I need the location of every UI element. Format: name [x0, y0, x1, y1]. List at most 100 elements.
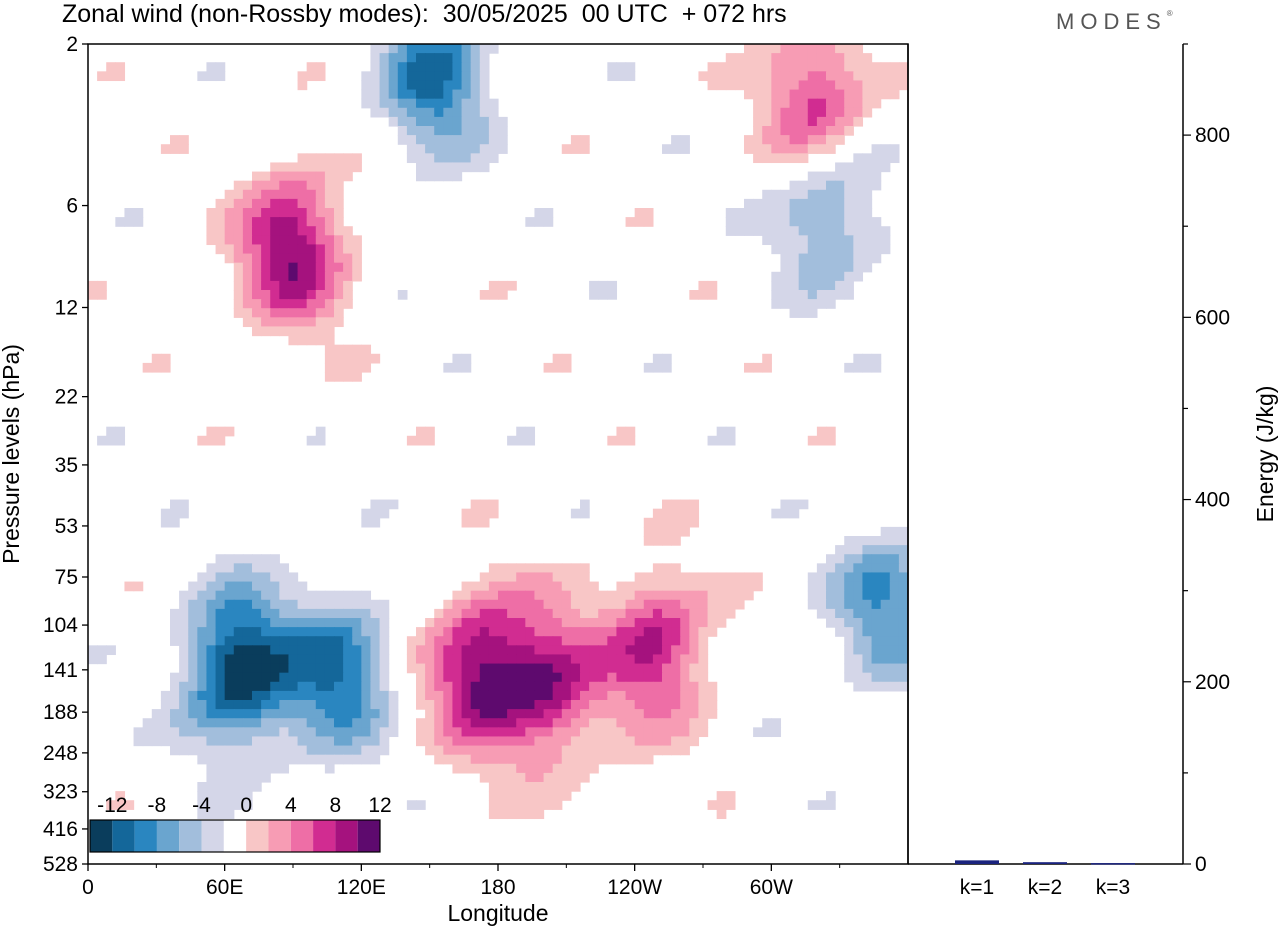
heatmap-cell: [862, 53, 873, 63]
heatmap-cell: [844, 536, 854, 546]
heatmap-cell: [498, 736, 508, 747]
heatmap-cell: [835, 198, 845, 209]
y-tick-label: 75: [55, 566, 78, 589]
heatmap-cell: [488, 563, 499, 574]
heatmap-cell: [452, 736, 463, 747]
heatmap-cell: [215, 208, 226, 218]
heatmap-cell: [643, 627, 654, 637]
heatmap-cell: [279, 709, 290, 719]
heatmap-cell: [525, 645, 536, 656]
heatmap-cell: [880, 654, 891, 665]
heatmap-cell: [844, 126, 854, 136]
heatmap-cell: [643, 581, 654, 592]
heatmap-cell: [315, 599, 326, 610]
heatmap-cell: [443, 171, 454, 182]
heatmap-cell: [233, 563, 244, 574]
heatmap-cell: [479, 581, 490, 592]
heatmap-cell: [516, 654, 526, 665]
heatmap-cell: [261, 727, 271, 738]
heatmap-cell: [652, 636, 663, 646]
heatmap-cell: [816, 271, 827, 282]
heatmap-cell: [816, 189, 827, 200]
heatmap-cell: [744, 217, 754, 227]
heatmap-cell: [242, 727, 253, 738]
heatmap-cell: [561, 709, 572, 719]
heatmap-cell: [388, 89, 399, 100]
heatmap-cell: [352, 681, 362, 692]
heatmap-cell: [871, 654, 882, 665]
heatmap-cell: [534, 772, 545, 783]
heatmap-cell: [288, 271, 299, 282]
heatmap-cell: [452, 590, 463, 601]
heatmap-cell: [707, 581, 718, 592]
heatmap-cell: [744, 62, 754, 72]
heatmap-cell: [306, 718, 317, 728]
heatmap-cell: [534, 590, 545, 601]
heatmap-cell: [224, 736, 235, 747]
heatmap-cell: [561, 754, 572, 765]
heatmap-cell: [516, 636, 526, 646]
heatmap-cell: [233, 308, 244, 318]
heatmap-cell: [242, 572, 253, 583]
heatmap-cell: [488, 700, 499, 710]
heatmap-cell: [643, 709, 654, 719]
heatmap-cell: [570, 754, 581, 765]
heatmap-cell: [662, 654, 672, 665]
heatmap-cell: [170, 709, 180, 719]
heatmap-cell: [242, 618, 253, 628]
heatmap-cell: [643, 672, 654, 683]
heatmap-cell: [252, 690, 262, 701]
heatmap-cell: [461, 645, 472, 656]
heatmap-cell: [826, 262, 836, 273]
heatmap-cell: [334, 290, 344, 300]
heatmap-cell: [725, 435, 736, 446]
heatmap-cell: [443, 718, 454, 728]
heatmap-cell: [880, 536, 891, 546]
heatmap-cell: [798, 135, 809, 145]
heatmap-cell: [361, 690, 372, 701]
heatmap-cell: [543, 654, 554, 665]
heatmap-cell: [871, 362, 882, 373]
heatmap-cell: [297, 654, 308, 665]
heatmap-cell: [835, 244, 845, 255]
heatmap-cell: [261, 681, 271, 692]
heatmap-cell: [561, 362, 572, 373]
heatmap-cell: [826, 791, 836, 801]
heatmap-cell: [488, 791, 499, 801]
heatmap-cell: [716, 618, 727, 628]
heatmap-cell: [707, 681, 718, 692]
heatmap-cell: [816, 71, 827, 82]
heatmap-cell: [233, 262, 244, 273]
heatmap-cell: [224, 189, 235, 200]
heatmap-cell: [753, 226, 763, 236]
heatmap-cell: [434, 727, 444, 738]
heatmap-cell: [188, 681, 198, 692]
heatmap-cell: [434, 80, 444, 91]
heatmap-cell: [625, 608, 636, 619]
heatmap-cell: [707, 627, 718, 637]
heatmap-cell: [306, 226, 317, 236]
heatmap-cell: [379, 608, 390, 619]
heatmap-cell: [352, 344, 362, 355]
heatmap-cell: [871, 98, 882, 109]
heatmap-cell: [598, 709, 608, 719]
heatmap-cell: [288, 745, 299, 756]
heatmap-cell: [816, 244, 827, 255]
heatmap-cell: [397, 126, 408, 136]
heatmap-cell: [671, 690, 681, 701]
heatmap-cell: [324, 180, 335, 191]
heatmap-cell: [461, 754, 472, 765]
heatmap-cell: [361, 681, 372, 692]
heatmap-cell: [297, 189, 308, 200]
heatmap-cell: [607, 608, 618, 619]
heatmap-cell: [534, 736, 545, 747]
heatmap-cell: [443, 89, 454, 100]
heatmap-cell: [871, 554, 882, 564]
heatmap-cell: [197, 718, 208, 728]
heatmap-cell: [862, 654, 873, 665]
heatmap-cell: [835, 581, 845, 592]
heatmap-cell: [361, 654, 372, 665]
heatmap-cell: [698, 618, 709, 628]
heatmap-cell: [416, 80, 426, 91]
heatmap-cell: [844, 189, 854, 200]
